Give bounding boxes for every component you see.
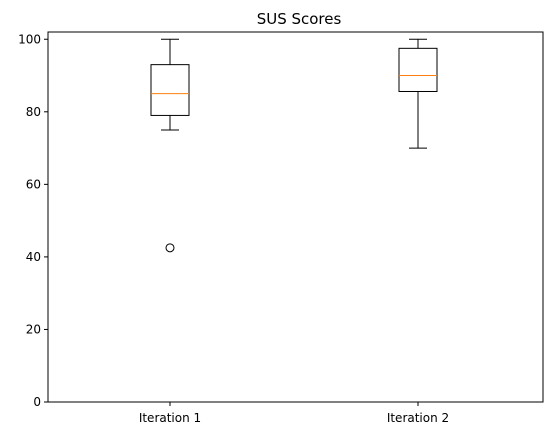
box-group xyxy=(150,38,190,253)
y-tick-label: 0 xyxy=(33,395,41,409)
x-tick-label: Iteration 1 xyxy=(139,411,201,425)
box-group xyxy=(398,38,438,149)
y-tick-label: 20 xyxy=(26,322,41,336)
y-tick-label: 80 xyxy=(26,105,41,119)
y-tick-label: 100 xyxy=(18,32,41,46)
boxes-layer xyxy=(150,38,438,253)
y-tick-label: 40 xyxy=(26,250,41,264)
plot-frame xyxy=(47,31,544,403)
iqr-box xyxy=(150,64,190,116)
y-axis: 0 20 40 60 80 100 xyxy=(18,32,48,409)
chart-title: SUS Scores xyxy=(257,10,342,28)
outlier-point xyxy=(165,243,175,253)
iqr-box xyxy=(398,47,438,92)
x-tick-label: Iteration 2 xyxy=(387,411,449,425)
y-tick-label: 60 xyxy=(26,177,41,191)
x-axis: Iteration 1 Iteration 2 xyxy=(139,402,449,425)
